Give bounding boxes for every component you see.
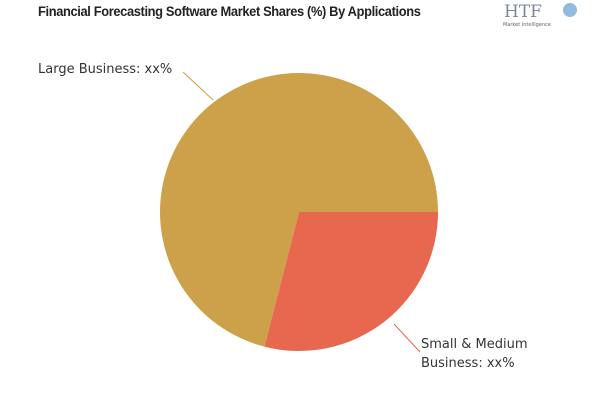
pie: [160, 72, 438, 351]
data-label: Small & Medium Business: xx%: [421, 337, 528, 371]
pie-slice: [264, 212, 438, 351]
logo: HTF: [504, 2, 542, 22]
data-label: Large Business: xx%: [38, 62, 173, 77]
pie-slice: [160, 72, 438, 347]
logo-subtext: Market Intelligence: [503, 22, 551, 28]
logo-mark: [563, 3, 577, 17]
leader-line: [393, 323, 421, 353]
chart-title: Financial Forecasting Software Market Sh…: [38, 3, 421, 19]
leader-line: [182, 71, 214, 101]
